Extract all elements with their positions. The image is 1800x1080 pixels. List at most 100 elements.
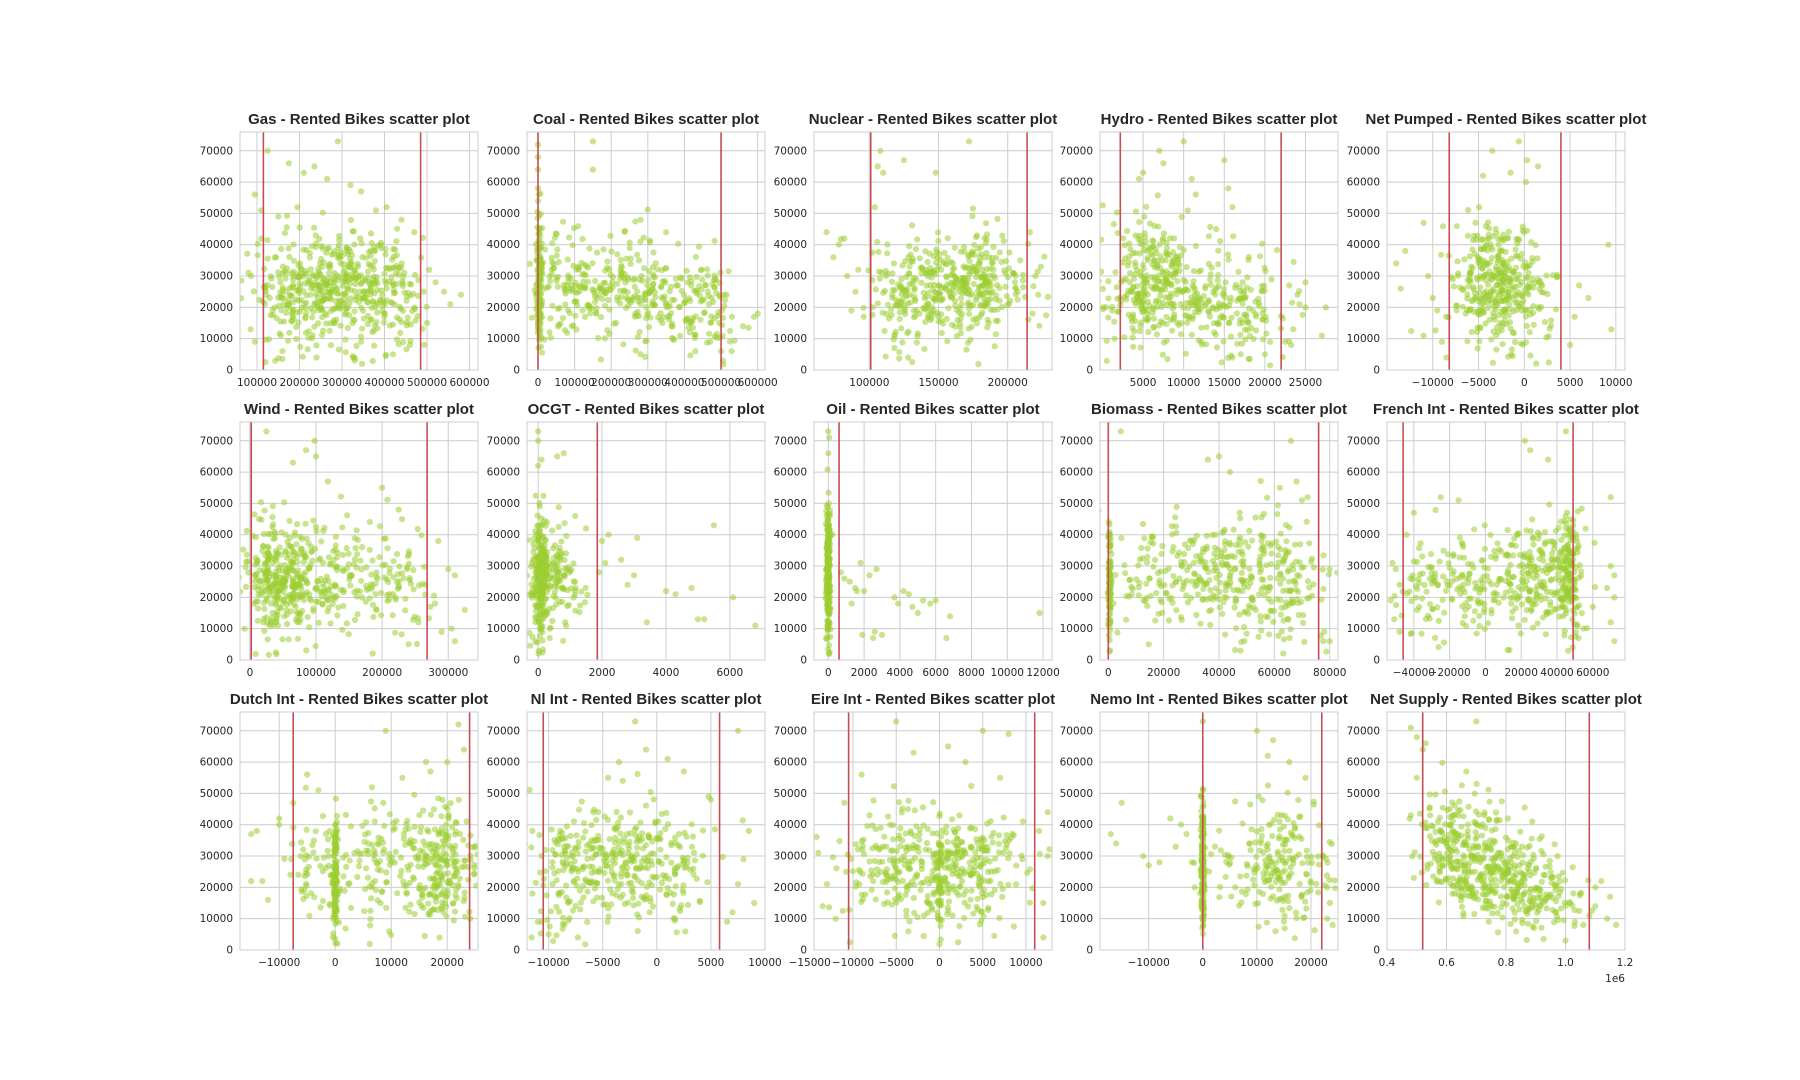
data-point bbox=[1416, 545, 1423, 552]
data-point bbox=[400, 307, 407, 314]
data-point bbox=[987, 272, 994, 279]
data-point bbox=[268, 615, 275, 622]
data-point bbox=[852, 288, 859, 295]
data-point bbox=[683, 267, 690, 274]
data-point bbox=[566, 309, 573, 317]
data-point bbox=[539, 349, 546, 356]
data-point bbox=[376, 523, 383, 530]
data-point bbox=[322, 296, 329, 303]
data-point bbox=[303, 589, 311, 596]
data-point bbox=[1207, 621, 1214, 629]
x-tick-label: 10000 bbox=[991, 667, 1024, 679]
data-point bbox=[1476, 338, 1483, 345]
data-point bbox=[1472, 290, 1479, 297]
data-point bbox=[1469, 264, 1476, 271]
data-point bbox=[1461, 613, 1468, 620]
data-point bbox=[311, 323, 318, 330]
data-point bbox=[551, 542, 559, 549]
data-point bbox=[641, 265, 648, 272]
data-point bbox=[642, 297, 649, 304]
data-point bbox=[1181, 541, 1189, 548]
data-point bbox=[716, 334, 724, 342]
data-point bbox=[1205, 297, 1212, 304]
data-point bbox=[1466, 277, 1473, 284]
data-point bbox=[965, 301, 972, 308]
data-point bbox=[1268, 607, 1275, 615]
x-tick-label: 5000 bbox=[1130, 377, 1157, 389]
data-point bbox=[1461, 554, 1468, 561]
data-point bbox=[685, 324, 692, 331]
data-point bbox=[1488, 254, 1495, 262]
points-group bbox=[822, 428, 1043, 658]
data-point bbox=[278, 529, 285, 536]
data-point bbox=[601, 335, 609, 342]
y-tick-label: 20000 bbox=[487, 592, 520, 604]
data-point bbox=[1494, 540, 1501, 547]
data-point bbox=[841, 235, 848, 242]
data-point bbox=[1192, 191, 1199, 198]
data-point bbox=[726, 338, 734, 345]
data-point bbox=[1135, 562, 1142, 569]
data-point bbox=[332, 583, 339, 590]
data-point bbox=[279, 263, 287, 270]
data-point bbox=[1114, 209, 1121, 216]
data-point bbox=[1158, 550, 1165, 558]
data-point bbox=[285, 551, 292, 559]
data-point bbox=[944, 260, 951, 268]
data-point bbox=[1238, 340, 1245, 347]
data-point bbox=[1408, 598, 1415, 605]
data-point bbox=[1131, 271, 1139, 278]
data-point bbox=[1124, 262, 1131, 269]
data-point bbox=[824, 599, 831, 606]
data-point bbox=[286, 564, 293, 571]
data-point bbox=[909, 222, 916, 229]
data-point bbox=[258, 577, 265, 584]
data-point bbox=[1320, 585, 1327, 593]
points-group bbox=[240, 138, 465, 367]
data-point bbox=[1515, 236, 1522, 243]
data-point bbox=[562, 301, 569, 308]
data-point bbox=[1322, 304, 1329, 311]
data-point bbox=[1159, 237, 1166, 244]
data-point bbox=[373, 606, 380, 613]
data-point bbox=[285, 636, 292, 643]
data-point bbox=[281, 230, 288, 237]
data-point bbox=[530, 575, 537, 582]
data-point bbox=[1225, 251, 1232, 258]
data-point bbox=[1547, 577, 1554, 584]
data-point bbox=[572, 289, 579, 296]
data-point bbox=[891, 344, 898, 352]
data-point bbox=[317, 575, 324, 582]
y-tick-label: 70000 bbox=[200, 435, 233, 447]
data-point bbox=[1154, 192, 1161, 199]
data-point bbox=[445, 566, 452, 573]
data-point bbox=[1509, 608, 1516, 615]
data-point bbox=[1250, 604, 1257, 611]
data-point bbox=[281, 562, 288, 569]
data-point bbox=[379, 484, 386, 491]
data-point bbox=[351, 561, 358, 568]
data-point bbox=[1522, 306, 1529, 313]
data-point bbox=[1448, 596, 1456, 603]
data-point bbox=[389, 256, 396, 263]
y-tick-label: 10000 bbox=[1060, 333, 1093, 345]
data-point bbox=[265, 569, 272, 576]
data-point bbox=[592, 310, 600, 317]
data-point bbox=[267, 273, 274, 280]
data-point bbox=[344, 512, 351, 519]
data-point bbox=[534, 639, 541, 646]
data-point bbox=[242, 564, 249, 571]
data-point bbox=[339, 524, 346, 531]
data-point bbox=[313, 342, 320, 349]
data-point bbox=[298, 265, 305, 272]
data-point bbox=[411, 305, 418, 313]
data-point bbox=[1440, 573, 1447, 580]
data-point bbox=[1237, 351, 1244, 358]
data-point bbox=[375, 242, 382, 249]
data-point bbox=[1216, 588, 1223, 596]
data-point bbox=[1188, 299, 1195, 306]
data-point bbox=[1183, 592, 1190, 599]
data-point bbox=[1484, 281, 1492, 288]
data-point bbox=[634, 294, 641, 301]
data-point bbox=[581, 284, 588, 291]
